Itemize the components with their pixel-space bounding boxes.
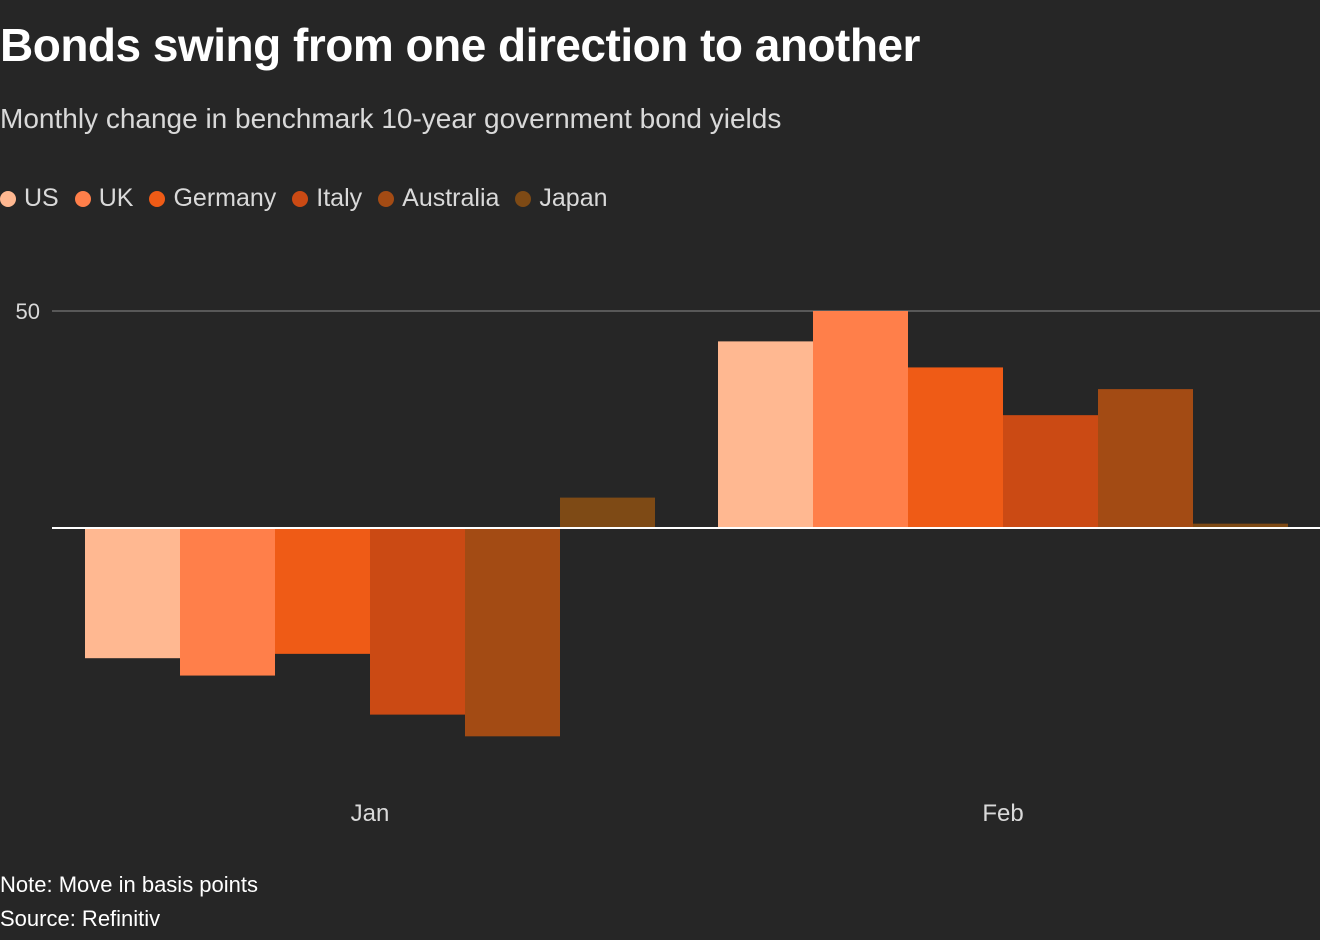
bar-feb-uk (813, 311, 908, 528)
legend-item-uk: UK (74, 184, 134, 213)
chart-title: Bonds swing from one direction to anothe… (0, 19, 920, 71)
legend-label-us: US (24, 184, 59, 212)
legend-label-japan: Japan (539, 184, 608, 212)
legend-item-italy: Italy (292, 184, 362, 213)
bar-jan-australia (465, 528, 560, 737)
chart-subtitle: Monthly change in benchmark 10-year gove… (0, 103, 782, 134)
legend-swatch-uk (74, 190, 91, 207)
bar-jan-germany (275, 528, 370, 654)
legend-item-us: US (0, 184, 59, 213)
legend-label-australia: Australia (402, 184, 500, 212)
legend-swatch-germany (149, 190, 166, 207)
bar-jan-us (85, 528, 180, 659)
bar-feb-us (718, 341, 813, 528)
bar-feb-japan (1193, 523, 1288, 528)
legend-label-italy: Italy (316, 184, 363, 212)
legend-swatch-australia (378, 190, 395, 207)
legend-swatch-italy (292, 190, 309, 207)
bar-feb-germany (908, 367, 1003, 528)
legend-swatch-japan (515, 190, 532, 207)
legend-label-uk: UK (98, 184, 134, 212)
legend-item-australia: Australia (378, 184, 499, 213)
legend: US UK Germany Italy Australia Japan (0, 184, 624, 213)
bar-jan-japan (560, 497, 655, 528)
bar-jan-uk (180, 528, 275, 676)
bar-feb-italy (1003, 415, 1098, 528)
bar-jan-italy (370, 528, 465, 715)
legend-label-germany: Germany (173, 184, 277, 212)
chart-note: Note: Move in basis points (0, 872, 259, 897)
bar-chart: 50 Jan Feb (16, 299, 1320, 827)
bar-feb-australia (1098, 389, 1193, 528)
legend-swatch-us (0, 190, 16, 207)
chart-source: Source: Refinitiv (0, 906, 161, 931)
x-tick-label-feb: Feb (982, 800, 1023, 827)
legend-item-germany: Germany (149, 184, 276, 213)
legend-item-japan: Japan (515, 184, 608, 213)
y-tick-label-50: 50 (16, 299, 40, 324)
x-tick-label-jan: Jan (351, 800, 390, 827)
